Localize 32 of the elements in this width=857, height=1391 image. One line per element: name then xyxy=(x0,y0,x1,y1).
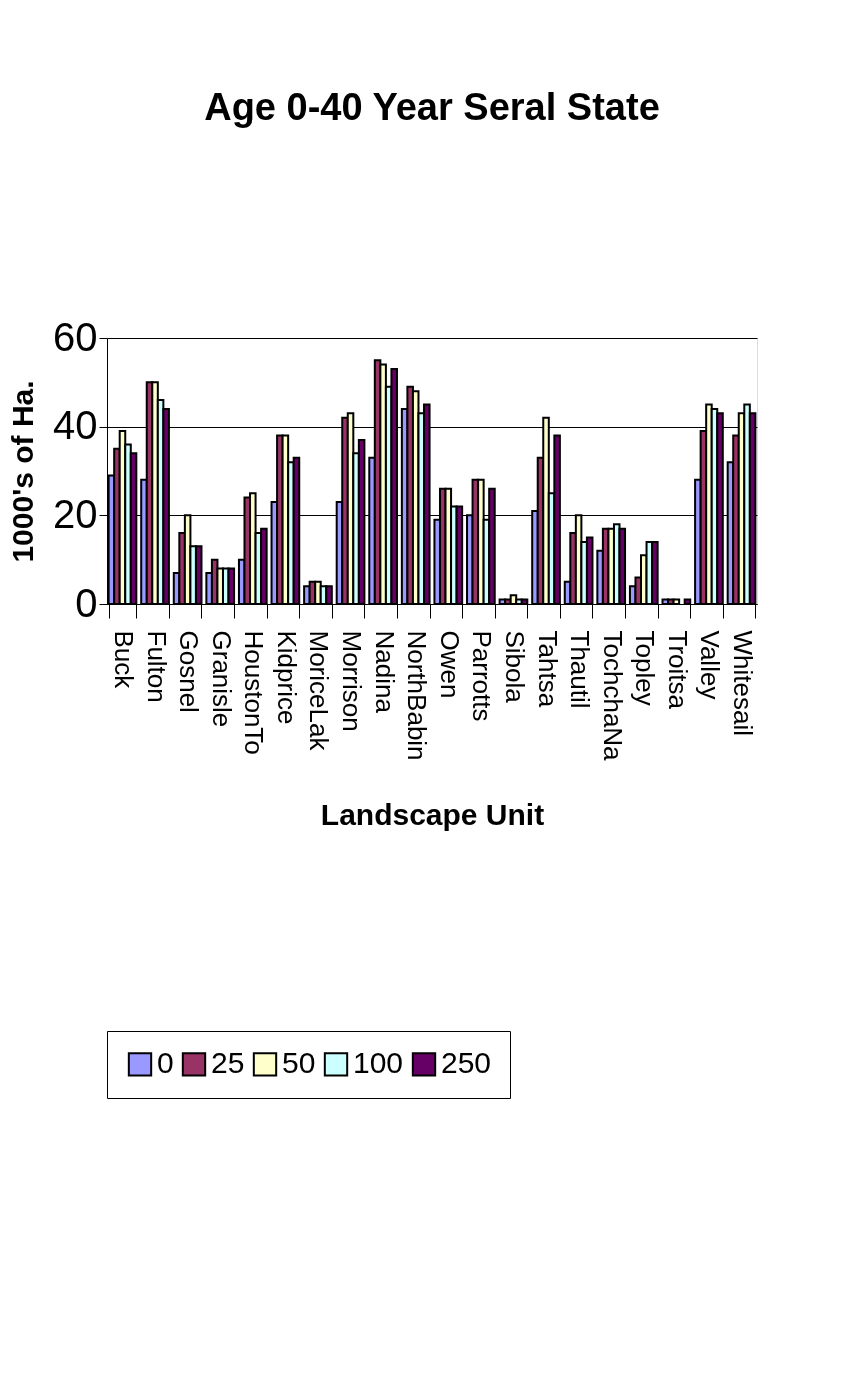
y-tick-label: 20 xyxy=(53,491,98,536)
x-tick-label: Buck xyxy=(108,630,139,690)
x-tick-label: Sibola xyxy=(499,630,530,704)
x-tick-label: Troitsa xyxy=(662,630,693,710)
legend-label: 0 xyxy=(157,1046,174,1080)
x-tick-label: Tahtsa xyxy=(532,630,563,708)
x-axis-title: Landscape Unit xyxy=(320,797,545,831)
x-tick-label: Whitesail xyxy=(728,630,759,736)
legend-label: 250 xyxy=(441,1046,492,1080)
legend-label: 100 xyxy=(353,1046,404,1080)
x-tick-label: Fulton xyxy=(141,630,172,703)
x-tick-label: NorthBabin xyxy=(402,630,433,761)
legend-label: 25 xyxy=(211,1046,245,1080)
x-tick-label: Granisle xyxy=(206,630,237,728)
x-tick-label: Gosnel xyxy=(174,630,205,713)
x-tick-label: Topley xyxy=(630,630,661,706)
y-tick-label: 40 xyxy=(53,403,98,448)
x-tick-label: MoriceLak xyxy=(304,630,335,752)
y-axis-title: 1000's of Ha. xyxy=(6,380,40,563)
x-tick-label: TochchaNa xyxy=(597,630,628,762)
x-tick-label: Parrotts xyxy=(467,630,498,722)
x-tick-label: Nadina xyxy=(369,630,400,714)
x-tick-label: Valley xyxy=(695,630,726,700)
y-tick-label: 0 xyxy=(75,580,98,625)
x-tick-label: HoustonTo xyxy=(239,630,270,755)
x-tick-label: Thautil xyxy=(565,630,596,709)
legend-label: 50 xyxy=(282,1046,316,1080)
y-tick-label: 60 xyxy=(53,314,98,359)
chart-title: Age 0-40 Year Seral State xyxy=(204,86,660,128)
x-tick-label: Kidprice xyxy=(271,630,302,725)
x-tick-label: Owen xyxy=(434,630,465,699)
x-tick-label: Morrison xyxy=(337,630,368,732)
